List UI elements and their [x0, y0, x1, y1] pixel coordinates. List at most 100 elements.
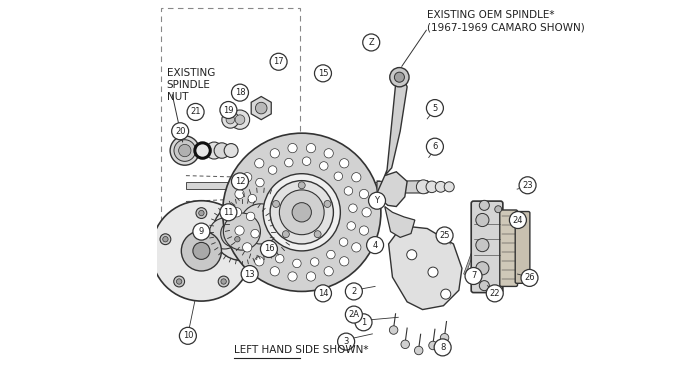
Circle shape — [279, 190, 324, 235]
Circle shape — [224, 144, 238, 157]
Text: 13: 13 — [244, 269, 255, 279]
Text: LEFT HAND SIDE SHOWN*: LEFT HAND SIDE SHOWN* — [234, 345, 369, 356]
Circle shape — [288, 272, 298, 281]
Circle shape — [268, 166, 277, 174]
Circle shape — [480, 281, 489, 291]
Circle shape — [359, 190, 369, 199]
Circle shape — [486, 285, 503, 302]
Circle shape — [307, 144, 316, 153]
Circle shape — [209, 218, 240, 249]
Circle shape — [261, 244, 270, 252]
Circle shape — [199, 210, 204, 216]
Text: 21: 21 — [190, 107, 201, 117]
Text: 12: 12 — [234, 177, 245, 186]
Text: 11: 11 — [223, 208, 234, 217]
Circle shape — [193, 223, 210, 240]
Circle shape — [272, 200, 279, 207]
Circle shape — [214, 143, 230, 158]
Circle shape — [351, 173, 361, 182]
Circle shape — [178, 144, 191, 157]
Circle shape — [193, 242, 210, 259]
Circle shape — [270, 53, 287, 70]
Text: 23: 23 — [522, 181, 533, 190]
Circle shape — [221, 279, 226, 284]
Text: 22: 22 — [489, 289, 500, 298]
Circle shape — [324, 149, 333, 158]
Text: 3: 3 — [344, 337, 349, 346]
Text: 2A: 2A — [349, 310, 359, 319]
Text: 26: 26 — [524, 273, 535, 283]
Circle shape — [314, 285, 332, 302]
Circle shape — [359, 226, 369, 235]
Circle shape — [495, 206, 502, 213]
Text: 24: 24 — [512, 215, 523, 225]
Circle shape — [218, 276, 229, 287]
Circle shape — [480, 200, 489, 210]
Circle shape — [355, 314, 372, 331]
Text: 17: 17 — [273, 57, 284, 66]
Circle shape — [345, 283, 363, 300]
Text: 15: 15 — [318, 69, 328, 78]
Circle shape — [434, 339, 451, 356]
Circle shape — [229, 192, 292, 256]
Text: 25: 25 — [440, 231, 450, 240]
Circle shape — [232, 84, 248, 101]
Circle shape — [235, 226, 244, 235]
Circle shape — [243, 173, 252, 182]
Circle shape — [235, 190, 244, 199]
Circle shape — [401, 340, 410, 349]
Circle shape — [327, 250, 335, 259]
Circle shape — [428, 267, 438, 277]
Circle shape — [428, 341, 438, 350]
Circle shape — [248, 195, 256, 203]
Circle shape — [347, 222, 356, 230]
Text: Z: Z — [368, 38, 374, 47]
Circle shape — [337, 333, 355, 350]
Circle shape — [345, 306, 363, 323]
Text: Y: Y — [374, 196, 379, 205]
Circle shape — [232, 234, 243, 245]
Text: 19: 19 — [223, 105, 234, 115]
Text: 5: 5 — [433, 103, 438, 113]
Circle shape — [426, 181, 438, 193]
Circle shape — [256, 178, 264, 187]
Polygon shape — [385, 207, 415, 237]
Circle shape — [226, 115, 234, 124]
Text: 7: 7 — [471, 271, 476, 281]
Polygon shape — [251, 96, 271, 120]
Circle shape — [426, 100, 443, 117]
Circle shape — [230, 110, 250, 129]
Circle shape — [270, 267, 279, 276]
Circle shape — [436, 227, 453, 244]
Polygon shape — [377, 181, 434, 193]
Text: 14: 14 — [318, 289, 328, 298]
Circle shape — [235, 115, 245, 124]
Circle shape — [319, 162, 328, 170]
Circle shape — [170, 136, 199, 165]
Circle shape — [246, 212, 255, 221]
Circle shape — [243, 243, 252, 252]
Circle shape — [426, 138, 443, 155]
Circle shape — [476, 239, 489, 252]
Circle shape — [519, 177, 536, 194]
Text: 16: 16 — [264, 244, 274, 254]
Circle shape — [176, 279, 182, 284]
Text: 20: 20 — [175, 127, 186, 136]
Circle shape — [389, 326, 398, 334]
Polygon shape — [377, 172, 407, 207]
Circle shape — [234, 237, 240, 242]
Circle shape — [416, 180, 430, 194]
Circle shape — [223, 133, 381, 291]
Circle shape — [521, 269, 538, 286]
Circle shape — [334, 172, 342, 181]
Circle shape — [206, 142, 223, 159]
Text: EXISTING OEM SPINDLE*
(1967-1969 CAMARO SHOWN): EXISTING OEM SPINDLE* (1967-1969 CAMARO … — [427, 10, 585, 32]
Circle shape — [440, 334, 449, 342]
Circle shape — [314, 231, 321, 238]
Circle shape — [181, 231, 221, 271]
Circle shape — [288, 144, 298, 153]
Circle shape — [222, 111, 239, 128]
Circle shape — [362, 208, 371, 217]
Circle shape — [220, 102, 237, 119]
Circle shape — [282, 231, 289, 238]
